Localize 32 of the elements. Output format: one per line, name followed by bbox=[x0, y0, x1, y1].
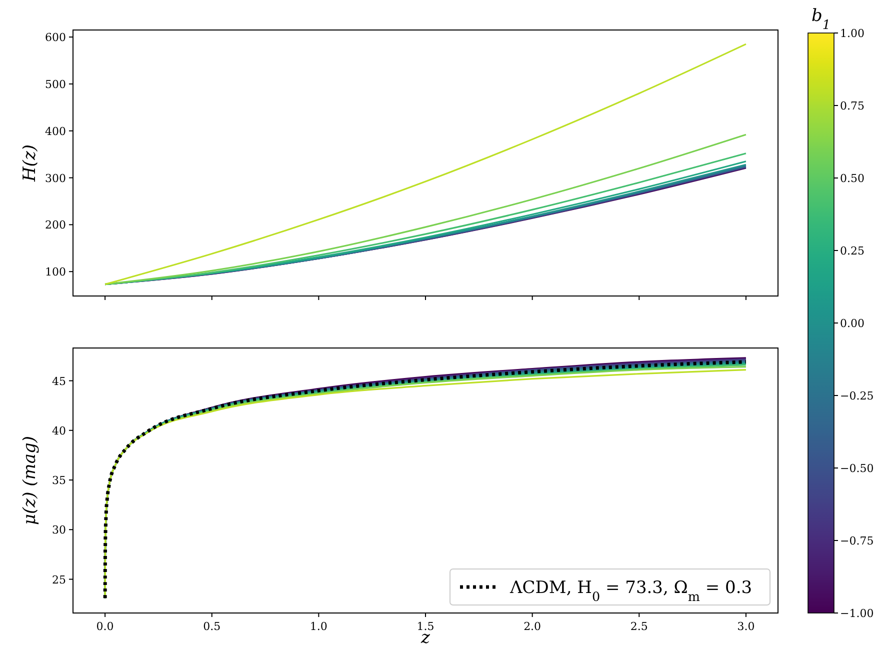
color-bar-title: b$_{1}$ bbox=[811, 6, 831, 32]
y-tick-label: 100 bbox=[45, 266, 66, 279]
color-bar-label: 0.00 bbox=[840, 317, 864, 330]
y-tick-label: 300 bbox=[45, 172, 66, 185]
line-series bbox=[104, 43, 747, 286]
y-tick-label: 200 bbox=[45, 218, 66, 232]
x-tick-label: 1.5 bbox=[416, 620, 434, 633]
x-tick-label: 2.5 bbox=[630, 620, 648, 633]
y-tick-label: 30 bbox=[52, 524, 66, 537]
x-tick-label: 3.0 bbox=[737, 620, 755, 633]
y-tick-label: 25 bbox=[52, 573, 66, 586]
color-bar-label: −1.00 bbox=[840, 607, 874, 620]
x-tick-label: 0.5 bbox=[203, 620, 221, 633]
color-bar-label: 0.50 bbox=[840, 172, 864, 185]
color-bar-label: 0.75 bbox=[840, 100, 864, 112]
y-axis-title: H(z) bbox=[20, 144, 40, 183]
legend-label: ΛCDM, H$_{0}$ = 73.3, Ω$_{m}$ = 0.3 bbox=[509, 578, 752, 604]
x-tick-label: 2.0 bbox=[524, 620, 542, 633]
color-bar-label: −0.50 bbox=[840, 462, 874, 475]
y-tick-label: 400 bbox=[45, 124, 66, 138]
x-tick-label: 1.0 bbox=[310, 620, 328, 633]
y-tick-label: 35 bbox=[52, 474, 66, 488]
y-tick-label: 40 bbox=[52, 424, 66, 438]
x-tick-label: 0.0 bbox=[96, 620, 114, 633]
y-tick-label: 500 bbox=[45, 78, 66, 91]
y-axis-title: μ(z) (mag) bbox=[20, 436, 40, 526]
color-bar-label: −0.75 bbox=[840, 534, 874, 548]
color-bar-label: −0.25 bbox=[840, 390, 874, 402]
y-tick-label: 600 bbox=[45, 31, 66, 44]
color-bar-label: 1.00 bbox=[840, 27, 864, 40]
color-bar-label: 0.25 bbox=[840, 244, 864, 258]
y-tick-label: 45 bbox=[52, 374, 66, 388]
